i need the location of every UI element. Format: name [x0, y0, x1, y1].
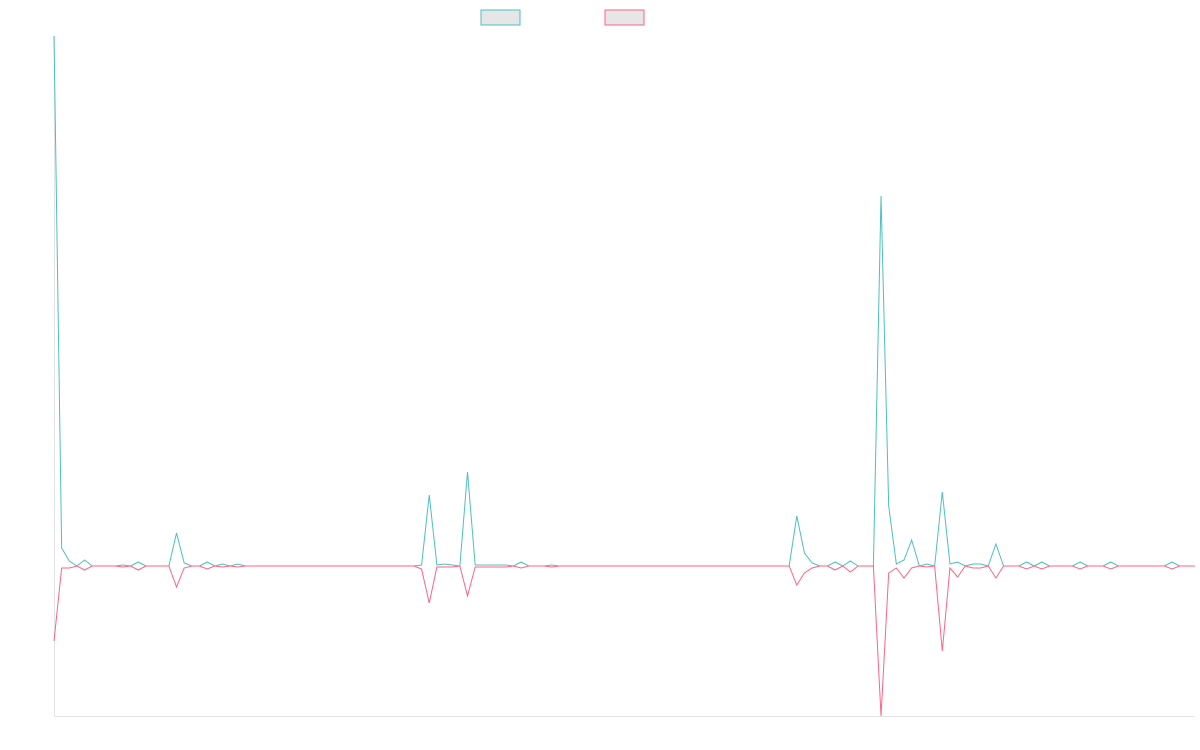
legend-item-series-1[interactable]	[480, 9, 521, 26]
series-line-2[interactable]	[53, 565, 1195, 717]
legend-item-series-2[interactable]	[604, 9, 645, 26]
axes	[54, 36, 1195, 717]
plot-area	[53, 35, 1195, 717]
legend[interactable]	[480, 9, 645, 26]
legend-swatch-series-2[interactable]	[604, 9, 645, 26]
series-line-1[interactable]	[53, 35, 1195, 567]
legend-swatch-series-1[interactable]	[480, 9, 521, 26]
